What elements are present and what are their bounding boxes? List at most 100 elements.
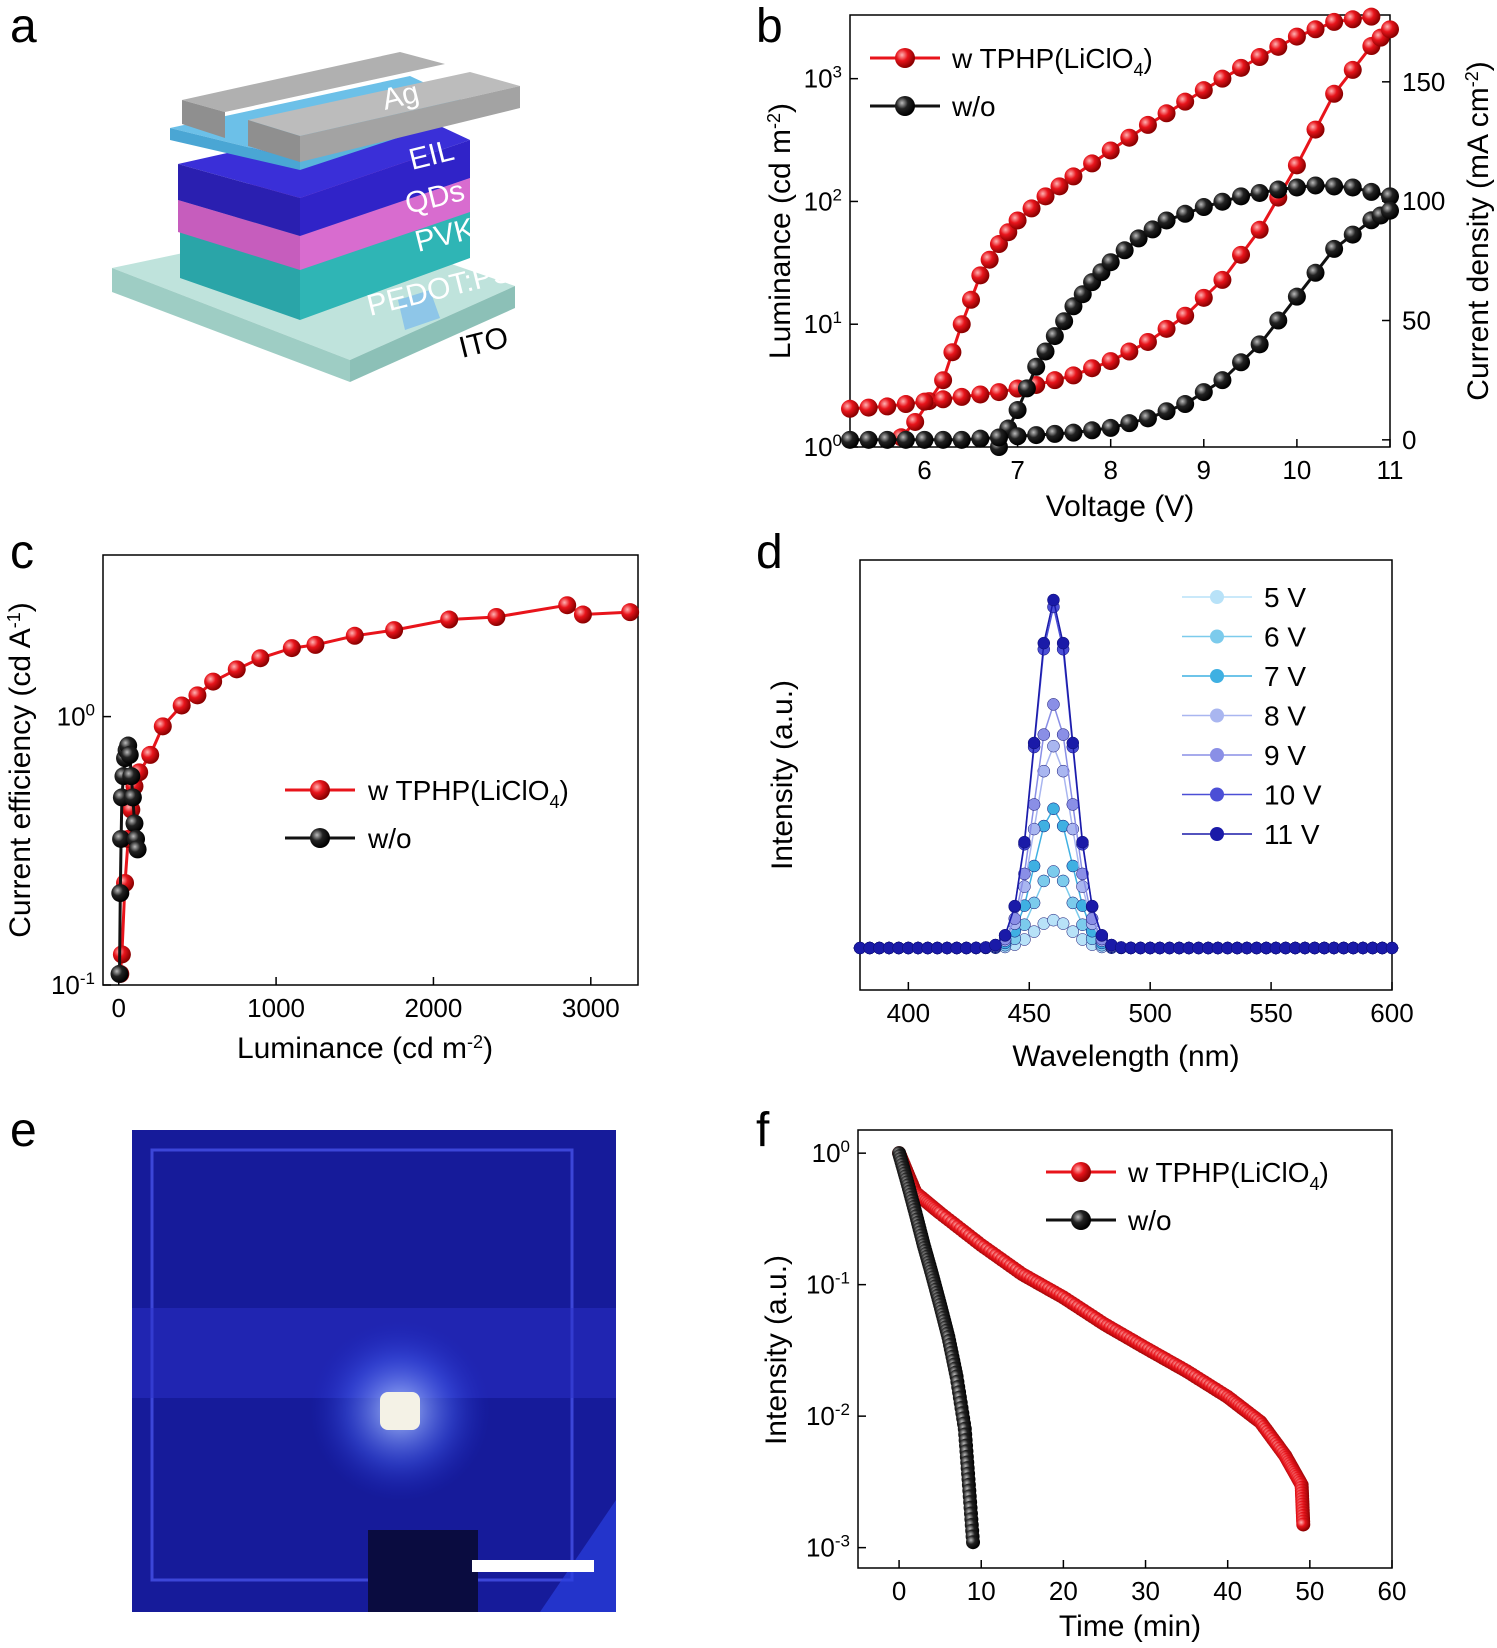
data-point — [1037, 764, 1051, 778]
data-point — [1325, 177, 1344, 196]
panel-b-legend-1: w TPHP(LiClO4) — [951, 43, 1153, 80]
data-point — [1343, 178, 1362, 197]
data-point — [1045, 424, 1064, 443]
data-point — [1138, 115, 1157, 134]
data-point — [1027, 357, 1046, 376]
data-point — [1027, 736, 1041, 750]
emitting-pixel — [380, 1392, 420, 1430]
panel-b-marks — [841, 7, 1399, 456]
data-point — [1269, 180, 1288, 199]
panel-b: b 6 7 8 9 10 11 100 101 102 103 0 50 100 150 Voltage … — [756, 0, 1495, 523]
data-point — [989, 938, 1002, 952]
data-point — [1017, 379, 1036, 398]
panel-f-marks — [892, 1146, 1311, 1550]
data-point — [1213, 270, 1232, 289]
data-point — [1066, 736, 1080, 750]
panel-e: e — [10, 1104, 616, 1612]
data-point — [915, 392, 934, 411]
panel-d-ylabel: Intensity (a.u.) — [766, 680, 799, 870]
data-point — [1101, 418, 1120, 437]
data-point — [1362, 182, 1381, 201]
data-point — [1250, 48, 1269, 67]
panel-d: d 400 450 500 550 600 Wavelength (nm) Intens… — [756, 526, 1414, 1073]
legend-marker — [1210, 629, 1224, 644]
data-point — [1194, 81, 1213, 100]
data-point — [1056, 636, 1070, 650]
panel-f-xtick: 20 — [1049, 1576, 1078, 1606]
legend-marker-black — [895, 96, 915, 116]
spectrum-line — [860, 599, 1392, 949]
data-point — [1385, 941, 1399, 955]
data-point — [1018, 867, 1031, 881]
data-point — [896, 430, 915, 449]
panel-f-axes: 0 10 20 30 40 50 60 100 10-1 10-2 10-3 — [806, 1137, 1407, 1606]
data-point — [934, 390, 953, 409]
panel-a-label: a — [10, 0, 37, 53]
data-point — [841, 430, 859, 449]
data-point — [1066, 925, 1080, 938]
data-point — [962, 290, 981, 309]
panel-c-xlabel: Luminance (cd m-2) — [237, 1032, 493, 1065]
panel-d-xtick: 550 — [1249, 998, 1292, 1028]
data-point — [859, 430, 878, 449]
data-point — [1101, 253, 1120, 272]
spectrum-line — [860, 870, 1392, 949]
data-point — [112, 945, 131, 964]
data-point — [1055, 312, 1074, 331]
panel-f-ylabel: Intensity (a.u.) — [760, 1255, 793, 1445]
panel-c-ylabel: Current efficiency (cd A-1) — [4, 602, 37, 938]
data-point — [1085, 899, 1099, 913]
data-point — [1036, 342, 1055, 361]
panel-d-xlabel: Wavelength (nm) — [1012, 1040, 1239, 1073]
panel-d-xtick: 450 — [1008, 998, 1051, 1028]
panel-d-legend-item: 11 V — [1264, 819, 1320, 850]
data-point — [943, 343, 962, 362]
data-point — [1027, 925, 1041, 938]
data-point — [1287, 156, 1306, 175]
panel-f-xtick: 10 — [967, 1576, 996, 1606]
data-point — [1120, 414, 1139, 433]
data-point — [1362, 7, 1381, 26]
data-point — [1066, 798, 1080, 811]
data-point — [1047, 739, 1060, 753]
data-point — [1120, 128, 1139, 147]
data-point — [971, 266, 990, 285]
data-point — [306, 635, 325, 654]
data-point — [1306, 120, 1325, 139]
data-point — [989, 428, 1008, 447]
panel-c-xtick: 2000 — [405, 993, 463, 1023]
panel-b-ytick-right: 100 — [1402, 186, 1445, 216]
panel-f-xtick: 50 — [1295, 1576, 1324, 1606]
data-point — [1083, 421, 1102, 440]
data-point — [125, 814, 144, 833]
data-point — [487, 607, 506, 626]
panel-c-ytick: 100 — [57, 701, 95, 732]
series-line-red-right — [849, 28, 1392, 411]
scale-bar — [472, 1560, 594, 1572]
data-point — [1036, 187, 1055, 206]
data-point — [1037, 636, 1051, 650]
data-point — [1250, 220, 1269, 239]
spectrum-line — [860, 606, 1392, 949]
panel-f-ytick: 10-1 — [806, 1269, 850, 1300]
data-point — [123, 788, 142, 807]
data-point — [1037, 874, 1051, 888]
panel-b-ylabel-left: Luminance (cd m-2) — [764, 103, 797, 359]
data-point — [1027, 426, 1046, 445]
data-point — [952, 387, 971, 406]
data-point — [878, 397, 897, 416]
panel-d-axes: 400 450 500 550 600 — [887, 982, 1414, 1028]
panel-d-legend: 5 V 6 V 7 V 8 V 9 V 10 V 11 V — [1182, 582, 1322, 850]
panel-f-label: f — [756, 1104, 770, 1157]
data-point — [1213, 192, 1232, 211]
data-point — [934, 430, 953, 449]
data-point — [1232, 245, 1251, 264]
panel-f-xlabel: Time (min) — [1059, 1610, 1201, 1643]
data-point — [1101, 141, 1120, 160]
panel-d-marks — [853, 593, 1399, 955]
panel-b-ytick-left: 101 — [804, 308, 842, 339]
data-point — [1047, 698, 1060, 711]
data-point — [204, 672, 223, 691]
panel-c-legend-1: w TPHP(LiClO4) — [367, 775, 569, 812]
